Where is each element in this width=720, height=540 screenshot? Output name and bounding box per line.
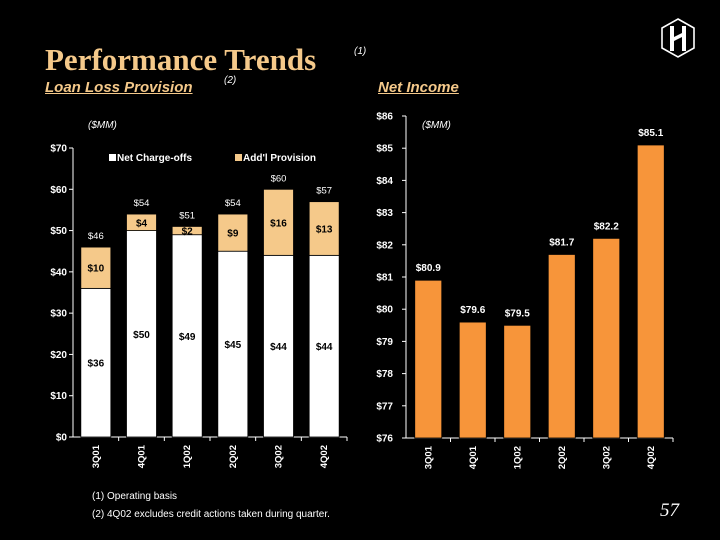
left-x-tick-label: 1Q02	[182, 445, 193, 468]
right-y-tick-label: $81	[376, 273, 393, 284]
bar-net-income	[592, 237, 621, 439]
net-income-value-label: $79.5	[505, 308, 530, 319]
bar-net-charge-offs	[263, 254, 294, 438]
bar-net-income	[414, 279, 443, 439]
left-unit-label: ($MM)	[88, 120, 117, 131]
left-y-tick-label: $40	[50, 267, 67, 278]
right-x-tick-label: 4Q02	[646, 446, 657, 469]
net-income-value-label: $85.1	[638, 128, 663, 139]
left-y-tick-label: $60	[50, 185, 67, 196]
provision-value-label: $9	[227, 229, 239, 240]
provision-value-label: $4	[136, 218, 148, 229]
right-x-tick-label: 2Q02	[557, 446, 568, 469]
left-y-tick-label: $50	[50, 226, 67, 237]
charge-offs-value-label: $44	[270, 342, 287, 353]
right-y-tick-label: $79	[376, 337, 393, 348]
provision-value-label: $10	[87, 264, 104, 275]
total-value-label: $46	[88, 231, 104, 242]
bar-addl-provision	[126, 213, 157, 231]
right-y-tick-label: $78	[376, 369, 393, 380]
bar-addl-provision	[217, 213, 249, 252]
bar-net-charge-offs	[308, 254, 340, 438]
bar-net-charge-offs	[171, 234, 203, 438]
legend-label-addl-provision: Add'l Provision	[243, 153, 316, 164]
bar-addl-provision	[171, 226, 203, 236]
bar-net-charge-offs	[217, 250, 249, 438]
total-value-label: $54	[134, 198, 150, 209]
right-x-tick-label: 4Q01	[468, 445, 479, 469]
title-footnote-marker: (1)	[354, 46, 367, 57]
charge-offs-value-label: $50	[133, 330, 150, 341]
provision-value-label: $16	[270, 218, 287, 229]
bar-addl-provision	[263, 188, 294, 256]
right-x-tick-label: 3Q01	[423, 445, 434, 469]
net-income-value-label: $79.6	[460, 305, 485, 316]
left-y-tick-label: $70	[50, 144, 67, 155]
net-income-value-label: $81.7	[549, 237, 574, 248]
total-value-label: $54	[225, 198, 241, 209]
left-x-tick-label: 4Q02	[319, 445, 330, 468]
provision-value-label: $13	[316, 225, 333, 236]
charge-offs-value-label: $36	[87, 359, 104, 370]
right-y-tick-label: $76	[376, 434, 393, 445]
right-chart-title: Net Income	[378, 79, 459, 96]
legend-label-net-charge-offs: Net Charge-offs	[117, 153, 192, 164]
total-value-label: $51	[179, 210, 195, 221]
bar-net-income	[458, 321, 487, 439]
net-income-value-label: $82.2	[594, 221, 619, 232]
charge-offs-value-label: $44	[316, 342, 333, 353]
company-logo	[661, 18, 695, 58]
bar-addl-provision	[80, 246, 112, 289]
charge-offs-value-label: $49	[179, 332, 196, 343]
left-chart-footnote-marker: (2)	[224, 75, 237, 86]
right-y-tick-label: $80	[376, 305, 393, 316]
right-y-tick-label: $84	[376, 176, 393, 187]
right-x-tick-label: 3Q02	[601, 446, 612, 469]
left-y-tick-label: $30	[50, 309, 67, 320]
right-y-tick-label: $86	[376, 112, 393, 123]
total-value-label: $57	[316, 186, 332, 197]
bar-net-income	[547, 254, 576, 439]
left-chart-title: Loan Loss Provision	[45, 79, 193, 96]
right-y-tick-label: $83	[376, 208, 393, 219]
page-title: Performance Trends	[45, 42, 317, 77]
bar-net-income	[503, 324, 532, 439]
left-x-tick-label: 3Q01	[91, 444, 102, 468]
right-x-tick-label: 1Q02	[512, 446, 523, 469]
bar-net-charge-offs	[80, 287, 112, 438]
left-y-tick-label: $20	[50, 350, 67, 361]
footnote-1: (1) Operating basis	[92, 491, 178, 502]
right-y-tick-label: $85	[376, 144, 393, 155]
page-number: 57	[660, 500, 679, 521]
bar-addl-provision	[308, 201, 340, 256]
charge-offs-value-label: $45	[224, 340, 241, 351]
left-x-tick-label: 2Q02	[228, 445, 239, 468]
right-unit-label: ($MM)	[422, 120, 451, 131]
legend-swatch-net-charge-offs	[109, 154, 116, 161]
legend-swatch-addl-provision	[235, 154, 242, 161]
left-x-tick-label: 3Q02	[274, 445, 285, 468]
bar-net-income	[636, 144, 665, 439]
provision-value-label: $2	[182, 227, 194, 238]
net-income-value-label: $80.9	[416, 263, 441, 274]
footnote-2: (2) 4Q02 excludes credit actions taken d…	[92, 509, 330, 520]
right-y-tick-label: $77	[376, 401, 393, 412]
left-y-tick-label: $10	[50, 391, 67, 402]
bar-net-charge-offs	[126, 230, 157, 438]
left-x-tick-label: 4Q01	[137, 444, 148, 468]
right-y-tick-label: $82	[376, 240, 393, 251]
total-value-label: $60	[271, 173, 287, 184]
left-y-tick-label: $0	[56, 433, 68, 444]
